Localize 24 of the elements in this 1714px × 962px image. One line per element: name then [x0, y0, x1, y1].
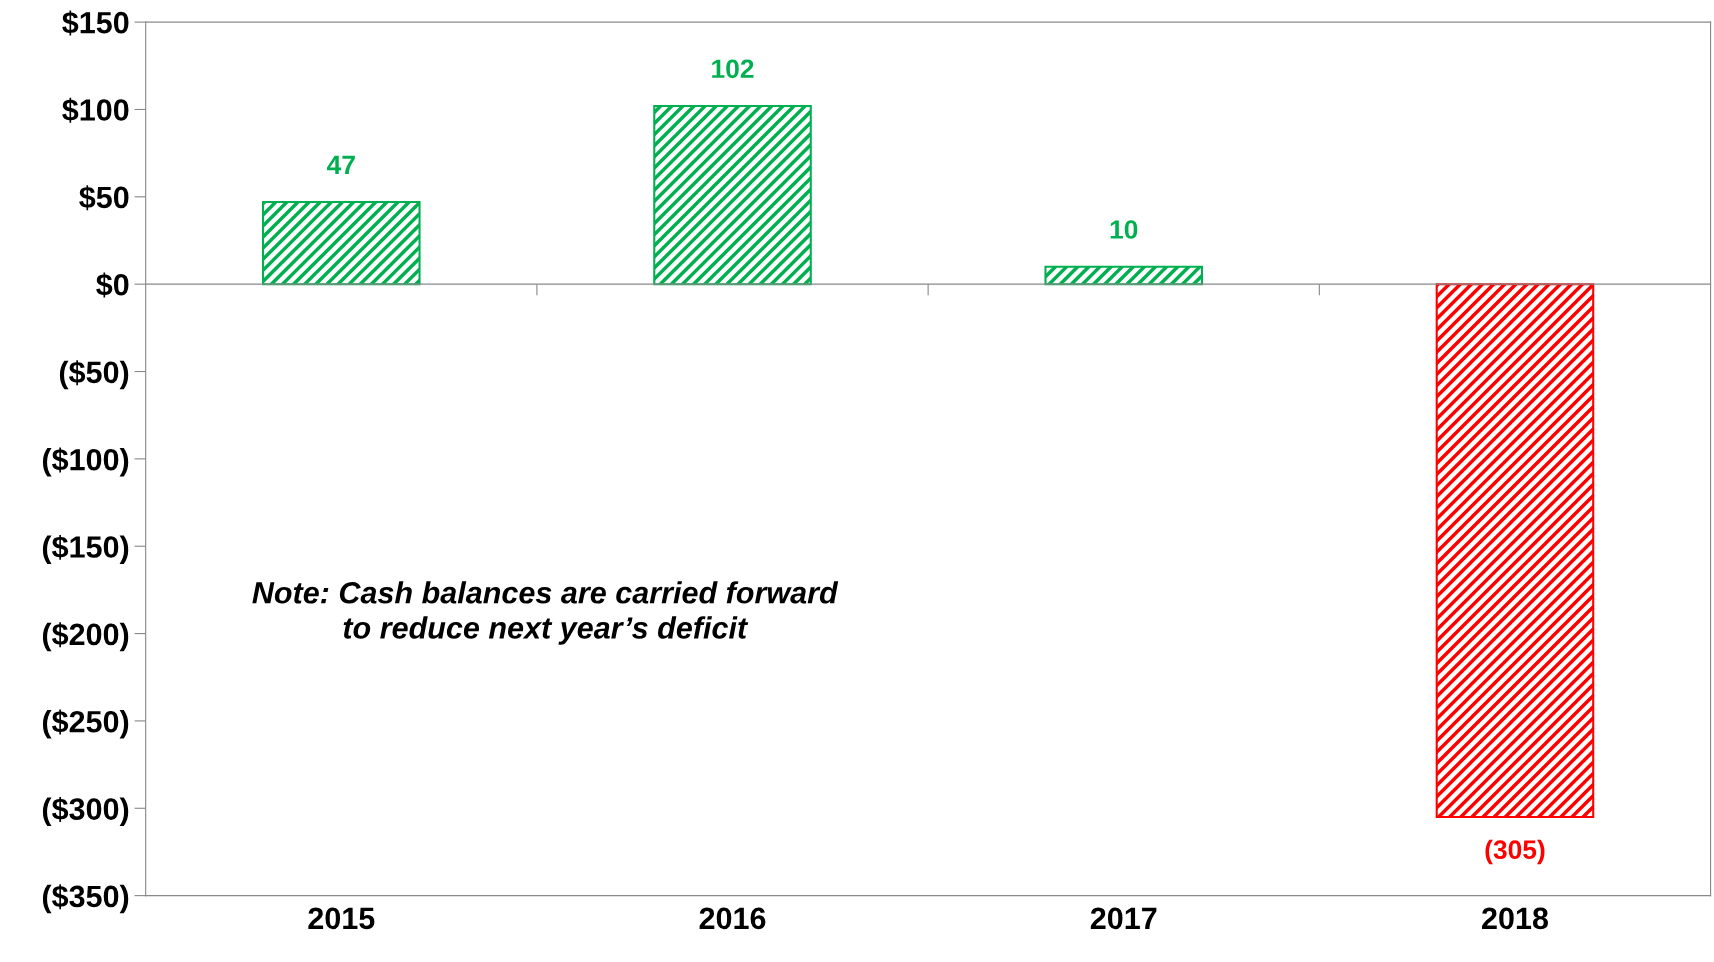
data-label: (305): [1485, 839, 1545, 865]
x-tick-label: 2017: [1090, 907, 1157, 930]
y-tick-label: ($200): [42, 622, 129, 652]
y-tick-label: $50: [79, 185, 129, 211]
data-label: 10: [1110, 220, 1138, 239]
bar: [1435, 283, 1595, 819]
y-tick-label: ($50): [59, 360, 129, 390]
y-tick-label: ($100): [42, 447, 129, 477]
y-tick-label: $0: [96, 272, 129, 298]
y-tick-label: ($250): [42, 709, 129, 739]
y-tick-label: ($300): [42, 796, 129, 826]
bar: [1044, 265, 1204, 286]
x-tick-label: 2018: [1482, 907, 1549, 930]
bar: [653, 104, 812, 286]
data-label: 102: [712, 59, 754, 79]
y-tick-label: ($150): [42, 534, 129, 564]
y-tick-label: $100: [62, 97, 129, 123]
bar: [262, 201, 421, 286]
y-tick-label: ($350): [42, 884, 129, 914]
x-tick-label: 2016: [699, 907, 766, 930]
annotation: Note: Cash balances are carried forward to reduce next year’s deficit: [252, 581, 839, 645]
y-tick-label: $150: [62, 10, 129, 36]
data-label: 47: [327, 155, 355, 174]
x-tick-label: 2015: [308, 907, 375, 930]
